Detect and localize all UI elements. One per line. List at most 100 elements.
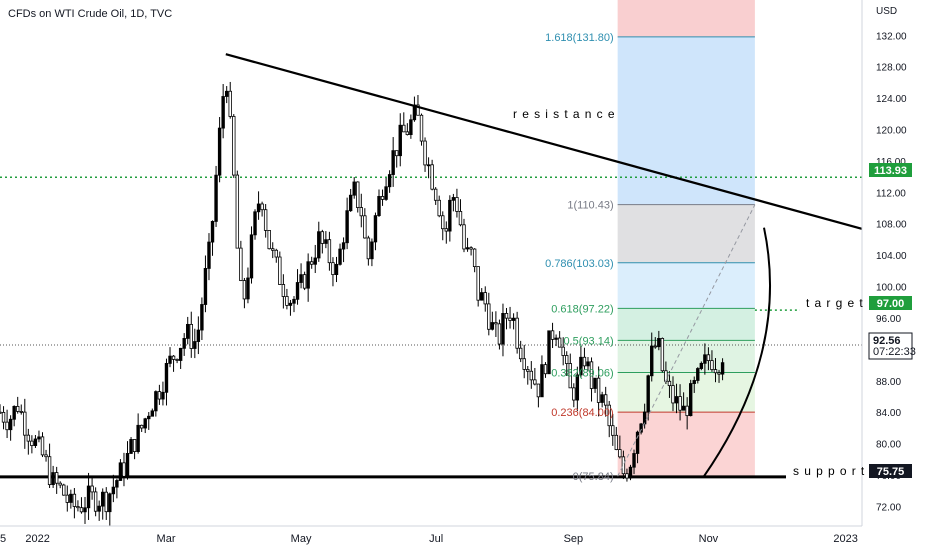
candle-body bbox=[207, 241, 211, 269]
candle-body bbox=[320, 231, 325, 244]
candle-body bbox=[373, 215, 378, 243]
candle-body bbox=[214, 174, 218, 222]
candle-body bbox=[568, 363, 572, 389]
fib-label: 1.618(131.80) bbox=[545, 32, 614, 44]
candle-body bbox=[37, 436, 41, 440]
candle-body bbox=[267, 230, 271, 250]
candle-body bbox=[313, 257, 317, 265]
candle-body bbox=[717, 372, 721, 375]
candle-body bbox=[501, 312, 505, 345]
candle-body bbox=[285, 296, 289, 306]
candle-body bbox=[674, 396, 679, 404]
candle-body bbox=[660, 338, 665, 372]
fib-label: 0.382(89.06) bbox=[551, 367, 613, 379]
candle-body bbox=[533, 379, 537, 385]
candle-body bbox=[713, 369, 718, 374]
candle-body bbox=[536, 383, 541, 398]
time-tick-label: 2022 bbox=[25, 533, 49, 545]
candle-body bbox=[423, 140, 427, 166]
time-tick-label: Mar bbox=[157, 533, 176, 545]
candle-body bbox=[409, 119, 413, 136]
candle-body bbox=[58, 482, 62, 486]
candle-body bbox=[359, 207, 363, 217]
candle-body bbox=[122, 462, 126, 477]
candle-body bbox=[586, 361, 590, 367]
price-tick-label: 96.00 bbox=[876, 314, 901, 325]
candle-body bbox=[12, 405, 16, 420]
candle-body bbox=[147, 415, 151, 420]
candle-body bbox=[178, 347, 183, 361]
candle-body bbox=[93, 491, 98, 512]
candle-body bbox=[699, 362, 704, 369]
candle-body bbox=[217, 127, 222, 176]
candle-body bbox=[377, 196, 381, 217]
candle-body bbox=[398, 124, 402, 157]
candle-body bbox=[667, 380, 672, 387]
price-scale[interactable] bbox=[862, 0, 932, 526]
time-ticks[interactable]: 15 2022 Mar May Jul Sep Nov 2023 bbox=[0, 533, 858, 545]
price-tick-label: 132.00 bbox=[876, 31, 907, 42]
candle-body bbox=[345, 210, 349, 244]
time-tick-label: 2023 bbox=[833, 533, 857, 545]
candle-body bbox=[352, 181, 356, 196]
candle-body bbox=[104, 491, 108, 513]
candle-body bbox=[175, 358, 179, 361]
candle-body bbox=[125, 453, 130, 477]
support-value: 75.75 bbox=[877, 466, 905, 478]
candle-body bbox=[402, 124, 406, 133]
price-tick-label: 128.00 bbox=[876, 63, 907, 74]
candle-body bbox=[79, 507, 84, 513]
candle-body bbox=[611, 425, 615, 436]
candle-body bbox=[302, 274, 307, 289]
candle-body bbox=[426, 164, 431, 167]
candle-body bbox=[16, 405, 20, 412]
candle-body bbox=[572, 387, 576, 401]
candle-body bbox=[579, 356, 583, 376]
resistance-trendline bbox=[225, 53, 884, 236]
candle-body bbox=[448, 199, 452, 232]
candle-body bbox=[295, 282, 300, 300]
candle-body bbox=[210, 221, 215, 243]
candle-body bbox=[543, 364, 548, 375]
candle-body bbox=[324, 239, 328, 244]
candle-body bbox=[625, 473, 629, 479]
candle-body bbox=[472, 248, 477, 268]
candle-body bbox=[497, 323, 502, 345]
candle-body bbox=[164, 362, 169, 393]
candle-body bbox=[143, 418, 147, 429]
candle-body bbox=[480, 292, 484, 301]
candle-body bbox=[363, 215, 367, 239]
candle-body bbox=[171, 355, 176, 360]
candle-body bbox=[129, 439, 133, 454]
candle-body bbox=[193, 341, 197, 349]
candle-body bbox=[522, 358, 526, 370]
candle-body bbox=[224, 90, 229, 97]
candle-body bbox=[554, 337, 558, 340]
candle-body bbox=[136, 424, 140, 452]
candle-body bbox=[600, 394, 604, 403]
candle-body bbox=[720, 362, 725, 375]
candle-body bbox=[518, 347, 523, 360]
currency-label: USD bbox=[876, 6, 897, 17]
candle-body bbox=[62, 484, 66, 496]
candle-body bbox=[650, 345, 654, 377]
candle-body bbox=[118, 462, 123, 481]
fib-band bbox=[617, 412, 755, 477]
price-tick-label: 116.00 bbox=[876, 157, 906, 168]
fib-zones bbox=[617, 0, 755, 477]
candle-body bbox=[246, 277, 250, 300]
candle-body bbox=[281, 284, 286, 297]
price-tick-label: 88.00 bbox=[876, 377, 901, 388]
candle-body bbox=[221, 96, 225, 129]
candle-body bbox=[86, 485, 91, 509]
candle-body bbox=[203, 268, 208, 305]
candle-body bbox=[490, 322, 495, 330]
candle-body bbox=[614, 434, 619, 450]
candle-body bbox=[380, 196, 385, 200]
candle-body bbox=[476, 266, 480, 301]
candle-body bbox=[1, 412, 6, 423]
candle-body bbox=[487, 303, 491, 330]
candle-body bbox=[200, 304, 204, 331]
fib-labels: 1.618(131.80) 1(110.43) 0.786(103.03) 0.618… bbox=[545, 32, 614, 483]
